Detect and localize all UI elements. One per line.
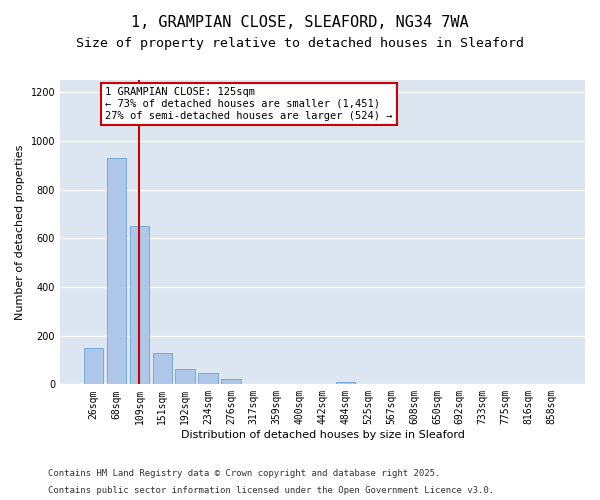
Bar [130, 226, 149, 384]
Y-axis label: Number of detached properties: Number of detached properties [15, 144, 25, 320]
Bar [152, 352, 172, 384]
Bar [175, 368, 195, 384]
Bar [335, 382, 355, 384]
Text: 1 GRAMPIAN CLOSE: 125sqm
← 73% of detached houses are smaller (1,451)
27% of sem: 1 GRAMPIAN CLOSE: 125sqm ← 73% of detach… [105, 88, 392, 120]
X-axis label: Distribution of detached houses by size in Sleaford: Distribution of detached houses by size … [181, 430, 464, 440]
Bar [107, 158, 126, 384]
Text: Contains HM Land Registry data © Crown copyright and database right 2025.: Contains HM Land Registry data © Crown c… [48, 468, 440, 477]
Text: Size of property relative to detached houses in Sleaford: Size of property relative to detached ho… [76, 38, 524, 51]
Bar [221, 380, 241, 384]
Text: Contains public sector information licensed under the Open Government Licence v3: Contains public sector information licen… [48, 486, 494, 495]
Bar [84, 348, 103, 385]
Text: 1, GRAMPIAN CLOSE, SLEAFORD, NG34 7WA: 1, GRAMPIAN CLOSE, SLEAFORD, NG34 7WA [131, 15, 469, 30]
Bar [199, 374, 218, 384]
